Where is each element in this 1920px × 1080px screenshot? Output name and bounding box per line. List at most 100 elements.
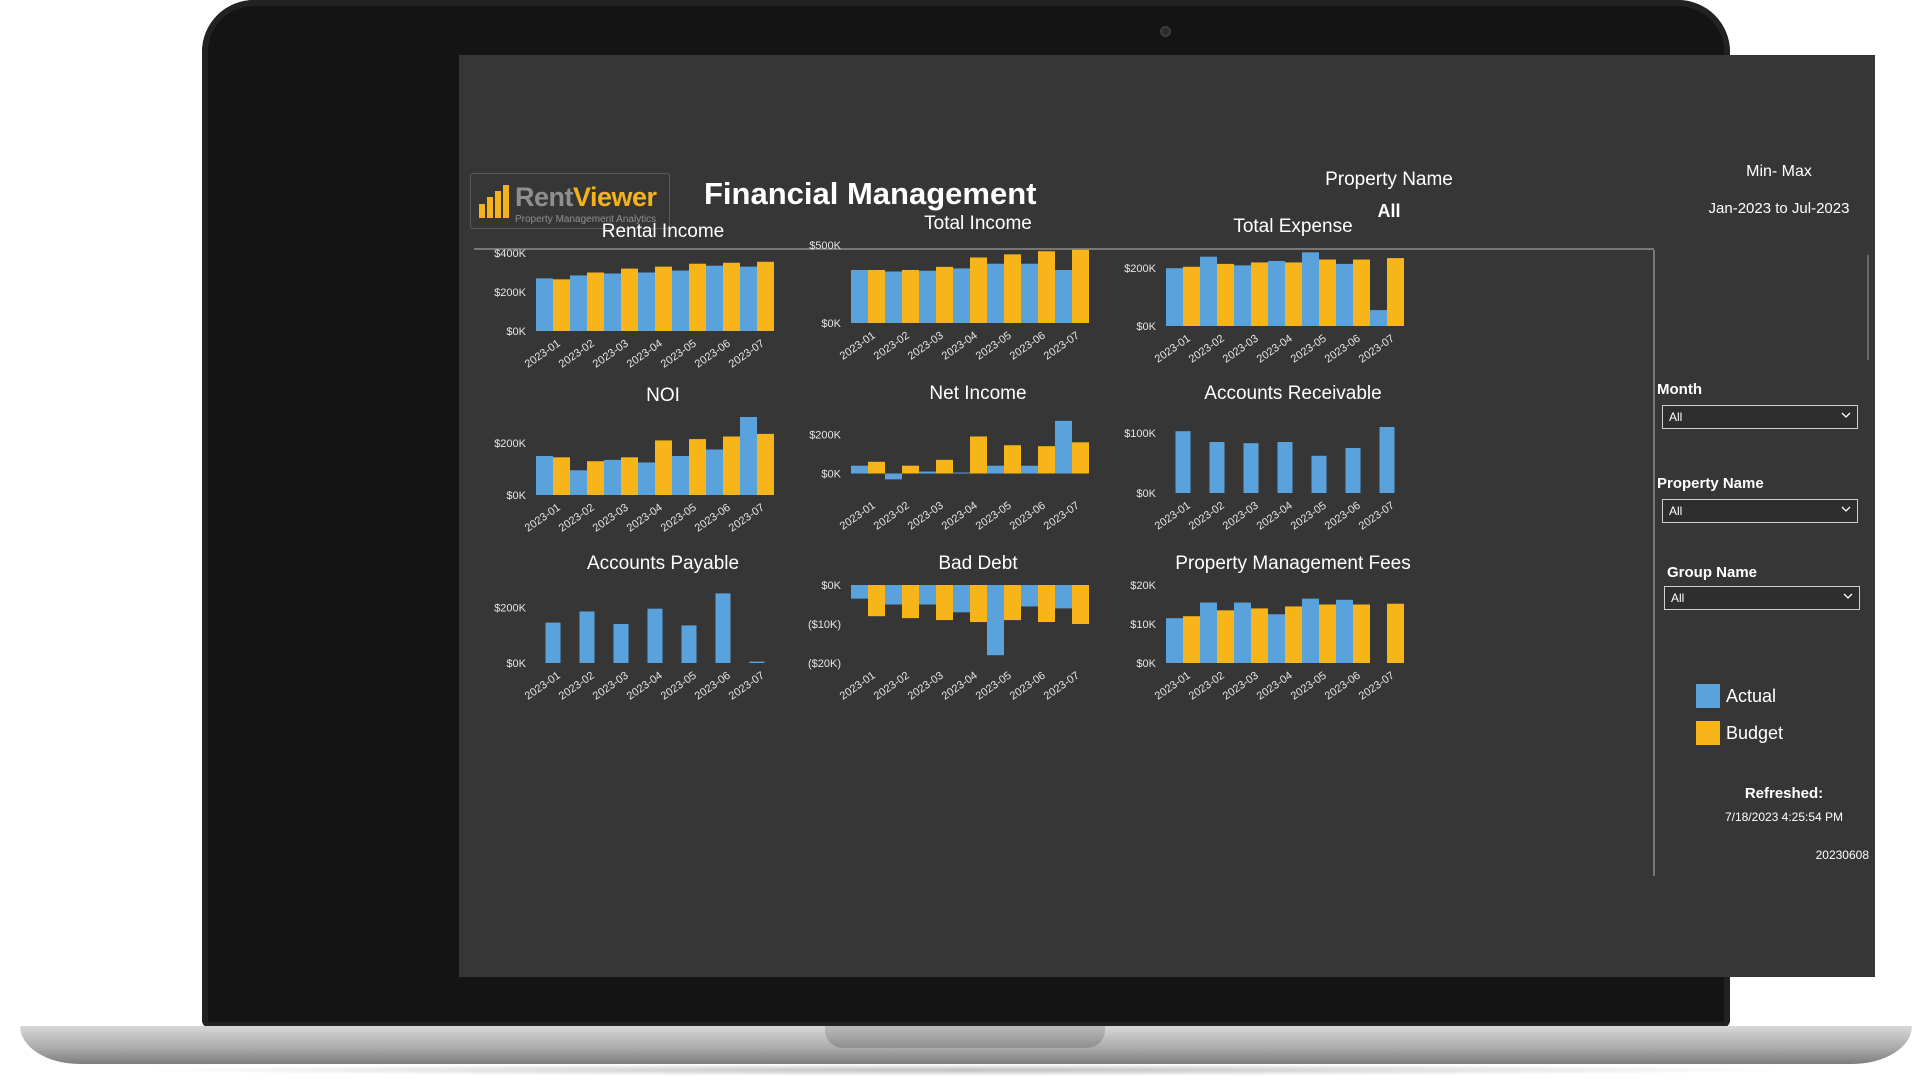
total-expense-bar-actual-2023-04[interactable] [1268, 261, 1285, 326]
rental-income-bar-actual-2023-01[interactable] [536, 278, 553, 331]
bad-debt-bar-actual-2023-06[interactable] [1021, 585, 1038, 607]
bad-debt-bar-budget-2023-04[interactable] [970, 585, 987, 623]
noi-bar-budget-2023-05[interactable] [689, 439, 706, 495]
rental-income-bar-budget-2023-05[interactable] [689, 263, 706, 331]
net-income-bar-actual-2023-03[interactable] [919, 471, 936, 474]
total-income-bar-actual-2023-04[interactable] [953, 268, 970, 323]
total-expense-bar-budget-2023-01[interactable] [1183, 266, 1200, 326]
accounts-receivable-bar-actual-2023-06[interactable] [1345, 448, 1361, 493]
property-management-fees-bar-actual-2023-06[interactable] [1336, 599, 1353, 663]
total-income-bar-actual-2023-07[interactable] [1055, 269, 1072, 323]
accounts-payable-bar-actual-2023-04[interactable] [647, 608, 663, 663]
accounts-payable-bar-actual-2023-07[interactable] [749, 661, 765, 663]
total-income-bar-actual-2023-02[interactable] [885, 271, 902, 323]
total-expense-bar-budget-2023-06[interactable] [1353, 259, 1370, 326]
property-management-fees-bar-budget-2023-06[interactable] [1353, 604, 1370, 664]
bad-debt-bar-actual-2023-01[interactable] [851, 585, 868, 599]
property-management-fees-bar-budget-2023-01[interactable] [1183, 616, 1200, 663]
group-name-slicer-dropdown[interactable]: All [1664, 586, 1860, 610]
accounts-receivable-bar-actual-2023-01[interactable] [1175, 431, 1191, 493]
total-expense-bar-actual-2023-01[interactable] [1166, 268, 1183, 326]
accounts-receivable-bar-actual-2023-03[interactable] [1243, 443, 1259, 493]
chart-total-expense[interactable]: Total Expense$0K$200K2023-012023-022023-… [1104, 208, 1459, 373]
total-expense-bar-actual-2023-05[interactable] [1302, 252, 1319, 326]
property-management-fees-bar-actual-2023-04[interactable] [1268, 614, 1285, 663]
rental-income-bar-budget-2023-03[interactable] [621, 268, 638, 331]
net-income-bar-actual-2023-07[interactable] [1055, 420, 1072, 474]
chart-accounts-receivable[interactable]: Accounts Receivable$0K$100K2023-012023-0… [1104, 375, 1459, 540]
bad-debt-bar-actual-2023-05[interactable] [987, 585, 1004, 656]
rental-income-bar-budget-2023-04[interactable] [655, 266, 672, 331]
noi-bar-actual-2023-04[interactable] [638, 462, 655, 496]
bad-debt-bar-budget-2023-01[interactable] [868, 585, 885, 617]
total-income-bar-budget-2023-07[interactable] [1072, 249, 1089, 323]
total-expense-bar-budget-2023-04[interactable] [1285, 262, 1302, 326]
rental-income-bar-actual-2023-04[interactable] [638, 272, 655, 332]
chart-property-management-fees[interactable]: Property Management Fees $0K $10K $20K 2023-… [1104, 545, 1459, 710]
total-expense-bar-budget-2023-07[interactable] [1387, 258, 1404, 326]
noi-bar-budget-2023-04[interactable] [655, 440, 672, 495]
chart-noi[interactable]: NOI$0K$200K2023-012023-022023-032023-042… [474, 377, 829, 542]
bad-debt-bar-budget-2023-03[interactable] [936, 585, 953, 621]
bad-debt-bar-budget-2023-05[interactable] [1004, 585, 1021, 621]
total-income-bar-budget-2023-02[interactable] [902, 269, 919, 323]
noi-bar-actual-2023-06[interactable] [706, 449, 723, 496]
total-income-bar-budget-2023-03[interactable] [936, 266, 953, 323]
net-income-bar-actual-2023-06[interactable] [1021, 465, 1038, 474]
noi-bar-budget-2023-02[interactable] [587, 461, 604, 495]
net-income-bar-budget-2023-05[interactable] [1004, 445, 1021, 474]
accounts-receivable-bar-actual-2023-04[interactable] [1277, 442, 1293, 493]
total-expense-bar-actual-2023-06[interactable] [1336, 263, 1353, 326]
property-management-fees-bar-budget-2023-05[interactable] [1319, 604, 1336, 664]
rental-income-bar-actual-2023-03[interactable] [604, 273, 621, 331]
bad-debt-bar-budget-2023-06[interactable] [1038, 585, 1055, 623]
property-management-fees-bar-actual-2023-05[interactable] [1302, 598, 1319, 663]
property-management-fees-bar-budget-2023-07[interactable] [1387, 603, 1404, 663]
total-income-bar-actual-2023-03[interactable] [919, 270, 936, 323]
total-income-bar-actual-2023-06[interactable] [1021, 263, 1038, 323]
net-income-bar-budget-2023-06[interactable] [1038, 446, 1055, 474]
noi-bar-budget-2023-03[interactable] [621, 457, 638, 495]
month-slicer-dropdown[interactable]: All [1662, 405, 1858, 429]
chart-bad-debt[interactable]: Bad Debt$0K($10K)($20K)2023-012023-02202… [789, 545, 1144, 710]
net-income-bar-budget-2023-02[interactable] [902, 465, 919, 474]
total-expense-bar-actual-2023-03[interactable] [1234, 265, 1251, 326]
rental-income-bar-actual-2023-05[interactable] [672, 270, 689, 331]
noi-bar-budget-2023-01[interactable] [553, 457, 570, 495]
accounts-payable-bar-actual-2023-03[interactable] [613, 624, 629, 663]
noi-bar-budget-2023-06[interactable] [723, 436, 740, 496]
property-management-fees-bar-budget-2023-02[interactable] [1217, 610, 1234, 663]
total-income-bar-budget-2023-06[interactable] [1038, 251, 1055, 323]
accounts-payable-bar-actual-2023-05[interactable] [681, 625, 697, 663]
accounts-payable-bar-actual-2023-02[interactable] [579, 611, 595, 663]
total-expense-bar-actual-2023-07[interactable] [1370, 310, 1387, 326]
property-management-fees-bar-budget-2023-04[interactable] [1285, 606, 1302, 663]
net-income-bar-budget-2023-04[interactable] [970, 436, 987, 474]
bad-debt-bar-actual-2023-04[interactable] [953, 585, 970, 613]
accounts-receivable-bar-actual-2023-07[interactable] [1379, 427, 1395, 493]
total-income-bar-budget-2023-04[interactable] [970, 257, 987, 323]
bad-debt-bar-budget-2023-07[interactable] [1072, 585, 1089, 624]
chart-total-income[interactable]: Total Income$0K$500K2023-012023-022023-0… [789, 205, 1144, 370]
chart-rental-income[interactable]: Rental Income $0K $200K $400K 2023-012023-02… [474, 213, 829, 378]
rental-income-bar-budget-2023-02[interactable] [587, 272, 604, 332]
bad-debt-bar-actual-2023-02[interactable] [885, 585, 902, 605]
noi-bar-actual-2023-02[interactable] [570, 470, 587, 495]
total-income-bar-actual-2023-01[interactable] [851, 269, 868, 323]
net-income-bar-budget-2023-07[interactable] [1072, 442, 1089, 474]
accounts-payable-bar-actual-2023-06[interactable] [715, 593, 731, 663]
net-income-bar-actual-2023-05[interactable] [987, 465, 1004, 474]
chart-net-income[interactable]: Net Income$0K$200K2023-012023-022023-032… [789, 375, 1144, 540]
bad-debt-bar-actual-2023-03[interactable] [919, 585, 936, 605]
noi-bar-budget-2023-07[interactable] [757, 433, 774, 495]
total-income-bar-budget-2023-01[interactable] [868, 269, 885, 323]
chart-accounts-payable[interactable]: Accounts Payable$0K$200K2023-012023-0220… [474, 545, 829, 710]
sidebar-scrollbar[interactable] [1867, 255, 1869, 360]
total-income-bar-actual-2023-05[interactable] [987, 263, 1004, 323]
net-income-bar-budget-2023-03[interactable] [936, 459, 953, 474]
property-management-fees-bar-actual-2023-01[interactable] [1166, 618, 1183, 663]
bad-debt-bar-budget-2023-02[interactable] [902, 585, 919, 619]
noi-bar-actual-2023-07[interactable] [740, 417, 757, 495]
net-income-bar-actual-2023-04[interactable] [953, 472, 970, 474]
accounts-receivable-bar-actual-2023-05[interactable] [1311, 455, 1327, 493]
